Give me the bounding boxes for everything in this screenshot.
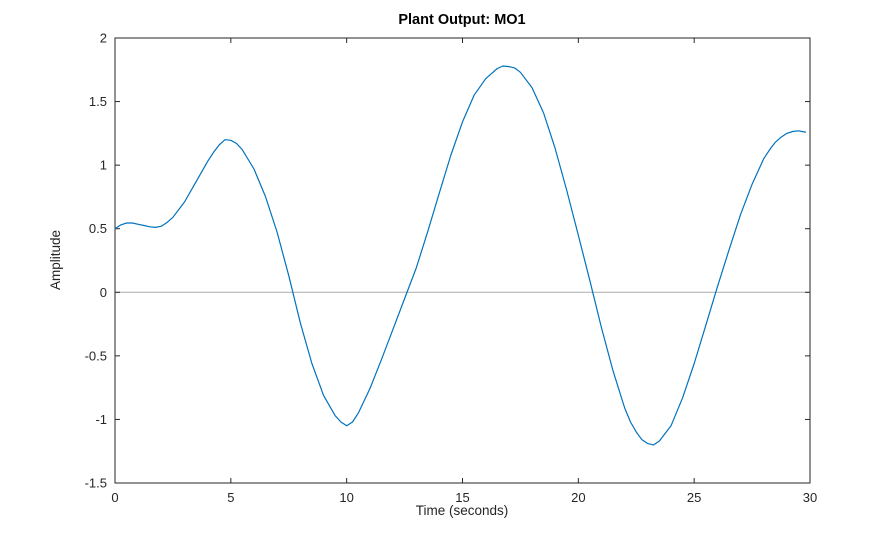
x-tick-label: 30	[803, 490, 817, 505]
y-tick-label: 2	[100, 31, 107, 46]
x-axis-label: Time (seconds)	[416, 503, 509, 518]
x-tick-label: 20	[571, 490, 585, 505]
y-tick-label: -0.5	[85, 348, 107, 363]
y-tick-label: -1	[95, 412, 107, 427]
x-tick-label: 10	[339, 490, 353, 505]
y-tick-label: -1.5	[85, 476, 107, 491]
y-tick-label: 1	[100, 158, 107, 173]
y-tick-label: 1.5	[89, 94, 107, 109]
y-tick-label: 0.5	[89, 221, 107, 236]
y-tick-label: 0	[100, 285, 107, 300]
signal-line	[114, 65, 807, 446]
x-tick-label: 15	[455, 490, 469, 505]
x-tick-label: 25	[687, 490, 701, 505]
chart-title: Plant Output: MO1	[398, 12, 525, 28]
x-tick-label: 0	[111, 490, 118, 505]
x-tick-label: 5	[227, 490, 234, 505]
y-axis-label: Amplitude	[48, 230, 63, 290]
axes-box	[114, 37, 811, 484]
